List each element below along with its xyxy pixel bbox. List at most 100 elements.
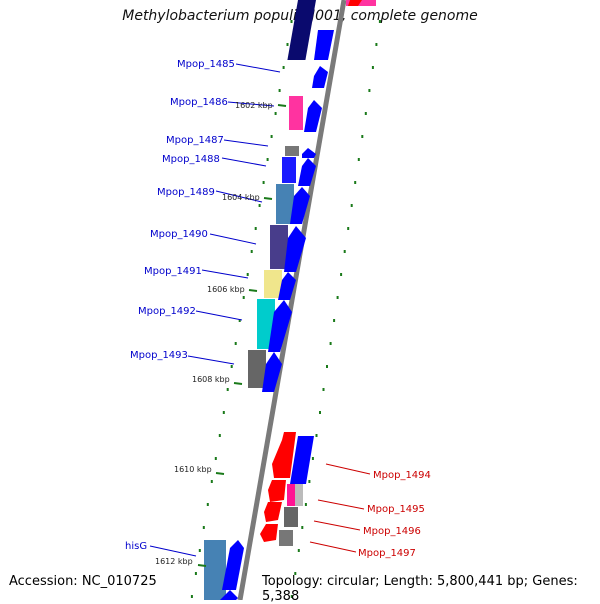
tick-dot — [206, 503, 209, 506]
feature-block — [276, 184, 294, 224]
gene-label[interactable]: Mpop_1492 — [138, 306, 196, 317]
kbp-labels: 1602 kbp 1604 kbp 1606 kbp 1608 kbp 1610… — [155, 101, 273, 566]
feature-block — [287, 0, 316, 60]
tick-dot — [290, 595, 293, 598]
kbp-ticks — [197, 104, 287, 567]
outer-ticks — [190, 20, 293, 598]
feature-block — [295, 484, 303, 506]
leader-line — [209, 233, 257, 245]
gene-label[interactable]: Mpop_1491 — [144, 266, 202, 277]
tick-dot — [340, 273, 343, 276]
leader-line — [195, 310, 243, 321]
tick-dot — [297, 549, 300, 552]
reverse-arrow — [348, 0, 362, 6]
tick-dot — [350, 204, 353, 207]
tick-dot — [222, 411, 225, 414]
feature-block — [282, 157, 296, 183]
tick-dot — [194, 572, 197, 575]
tick-dot — [218, 434, 221, 437]
tick-dot — [198, 549, 201, 552]
forward-arrow — [312, 66, 328, 88]
reverse-arrow — [268, 480, 286, 502]
tick-dot — [333, 319, 336, 322]
gene-label[interactable]: Mpop_1487 — [166, 135, 224, 146]
gene-label[interactable]: Mpop_1489 — [157, 187, 215, 198]
tick-dot — [282, 66, 285, 69]
tick-dot — [304, 503, 307, 506]
feature-block — [204, 540, 226, 600]
tick-dot — [286, 43, 289, 46]
feature-block — [287, 484, 297, 506]
gene-label[interactable]: Mpop_1488 — [162, 154, 220, 165]
forward-arrow — [220, 590, 238, 600]
feature-block — [285, 146, 299, 156]
feature-block — [248, 350, 266, 388]
accession-text: Accession: NC_010725 — [9, 574, 157, 589]
gene-label[interactable]: Mpop_1497 — [358, 548, 416, 559]
tick-dot — [311, 457, 314, 460]
tick-dot — [202, 526, 205, 529]
tick-dot — [326, 365, 328, 368]
forward-arrow — [298, 158, 316, 186]
tick-dot — [357, 158, 360, 161]
forward-arrow — [302, 148, 316, 158]
gene-label[interactable]: Mpop_1490 — [150, 229, 208, 240]
feature-block — [346, 0, 376, 6]
inner-ticks — [290, 20, 381, 598]
forward-arrow — [262, 352, 282, 392]
forward-arrow — [278, 272, 296, 300]
kbp-tick — [197, 564, 207, 567]
tick-dot — [230, 365, 233, 368]
gene-label[interactable]: Mpop_1494 — [373, 470, 431, 481]
kbp-label: 1606 kbp — [207, 285, 245, 294]
kbp-tick — [215, 472, 225, 475]
tick-dot — [262, 181, 265, 184]
leader-lines — [149, 63, 371, 557]
gene-label[interactable]: Mpop_1495 — [367, 504, 425, 515]
reverse-arrows — [260, 0, 362, 542]
feature-block — [289, 96, 303, 130]
kbp-label: 1608 kbp — [192, 375, 230, 384]
leader-line — [201, 269, 249, 279]
tick-dot — [290, 20, 293, 23]
tick-dot — [190, 595, 193, 598]
tick-dot — [354, 181, 357, 184]
tick-dot — [347, 227, 350, 230]
feature-blocks — [204, 0, 376, 600]
leader-line — [221, 157, 267, 167]
gene-label[interactable]: Mpop_1496 — [363, 526, 421, 537]
leader-line — [215, 190, 263, 203]
gene-label[interactable]: Mpop_1493 — [130, 350, 188, 361]
tick-dot — [274, 112, 277, 115]
tick-dot — [378, 20, 381, 23]
leader-line — [149, 545, 197, 557]
kbp-label: 1602 kbp — [235, 101, 273, 110]
kbp-label: 1610 kbp — [174, 465, 212, 474]
backbone-line — [237, 0, 347, 600]
tick-dot — [266, 158, 269, 161]
forward-arrow — [284, 226, 306, 272]
tick-dot — [270, 135, 273, 138]
leader-line — [227, 101, 275, 107]
tick-dot — [308, 480, 311, 483]
gene-label[interactable]: Mpop_1486 — [170, 97, 228, 108]
gene-labels-reverse: Mpop_1494 Mpop_1495 Mpop_1496 Mpop_1497 — [358, 470, 431, 559]
tick-dot — [315, 434, 318, 437]
tick-dot — [336, 296, 339, 299]
tick-dot — [364, 112, 367, 115]
tick-dot — [319, 411, 321, 414]
reverse-arrow — [264, 502, 282, 522]
forward-arrow — [304, 100, 322, 132]
tick-dot — [254, 227, 257, 230]
tick-dot — [226, 388, 229, 391]
gene-label[interactable]: Mpop_1485 — [177, 59, 235, 70]
feature-block — [264, 270, 282, 298]
tick-dot — [246, 273, 249, 276]
kbp-label: 1604 kbp — [222, 193, 260, 202]
leader-line — [187, 355, 235, 365]
leader-line — [235, 63, 281, 73]
kbp-label: 1612 kbp — [155, 557, 193, 566]
gene-label[interactable]: hisG — [125, 541, 147, 552]
tick-dot — [343, 250, 346, 253]
